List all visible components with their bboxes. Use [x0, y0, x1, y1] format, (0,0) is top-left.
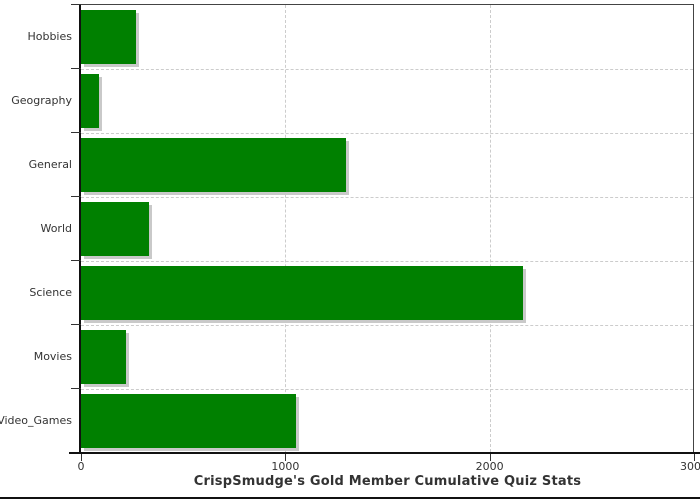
x-tick-label-0: 0	[77, 460, 85, 473]
bar-general	[81, 138, 347, 192]
y-axis-tick	[71, 196, 81, 197]
x-tick-label-2000: 2000	[475, 460, 504, 473]
horizontal-gridline	[81, 197, 693, 198]
horizontal-gridline	[81, 325, 693, 326]
bar-video_games	[81, 394, 297, 448]
bar-world	[81, 202, 150, 256]
bottom-border-line	[0, 497, 700, 499]
horizontal-gridline	[81, 133, 693, 134]
category-label-world: World	[40, 221, 72, 235]
x-axis-tick	[489, 454, 491, 461]
y-axis-tick	[71, 324, 81, 325]
x-axis-tick	[694, 454, 695, 461]
bar-geography	[81, 74, 100, 128]
chart-title: CrispSmudge's Gold Member Cumulative Qui…	[193, 474, 582, 489]
y-axis-tick	[71, 68, 81, 69]
plot-area	[81, 4, 694, 452]
x-axis-tick	[285, 454, 287, 461]
bar-hobbies	[81, 10, 137, 64]
category-label-general: General	[28, 157, 72, 171]
y-axis-line	[79, 4, 81, 453]
vertical-gridline	[489, 5, 491, 452]
horizontal-gridline	[81, 69, 693, 70]
horizontal-gridline	[81, 261, 693, 262]
bar-science	[81, 266, 524, 320]
x-axis-tick	[81, 454, 82, 461]
category-label-movies: Movies	[33, 349, 72, 363]
x-tick-label-1000: 1000	[271, 460, 300, 473]
category-label-video_games: Video_Games	[0, 413, 72, 427]
y-axis-tick	[71, 4, 81, 5]
y-axis-tick	[71, 260, 81, 261]
y-axis-tick	[71, 132, 81, 133]
vertical-gridline	[285, 5, 287, 452]
horizontal-gridline	[81, 389, 693, 390]
x-axis-line	[69, 452, 700, 454]
category-label-science: Science	[29, 285, 72, 299]
y-axis-tick	[71, 388, 81, 389]
category-label-hobbies: Hobbies	[27, 29, 72, 43]
bar-movies	[81, 330, 126, 384]
category-label-geography: Geography	[11, 93, 72, 107]
x-tick-label-3000: 3000	[680, 460, 700, 473]
